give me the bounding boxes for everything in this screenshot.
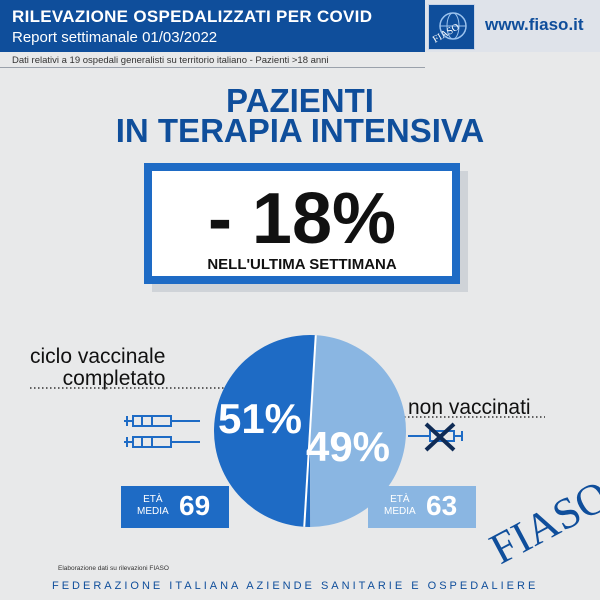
pie-slice-0 xyxy=(214,335,316,527)
syringe-icon xyxy=(124,436,200,448)
fiaso-logo: FIASO xyxy=(428,4,475,50)
label-vaccinated: ciclo vaccinale completato xyxy=(30,346,165,390)
age-label-vaccinated: ETÀ MEDIA xyxy=(137,494,169,518)
pie-divider xyxy=(303,335,317,527)
headline-line2: IN TERAPIA INTENSIVA xyxy=(115,112,485,149)
header-title: RILEVAZIONE OSPEDALIZZATI PER COVID xyxy=(12,7,373,26)
stat-caption: NELL'ULTIMA SETTIMANA xyxy=(207,256,397,273)
site-url[interactable]: www.fiaso.it xyxy=(485,15,584,34)
label-vaccinated-line2: completato xyxy=(62,367,166,390)
pie-value-label-1: 49% xyxy=(306,423,390,470)
header-right: FIASO www.fiaso.it xyxy=(425,0,600,52)
pie-chart: 51%49% xyxy=(214,335,407,527)
age-label-unvaccinated: ETÀ MEDIA xyxy=(384,494,416,518)
divider xyxy=(0,67,425,68)
footer-text: FEDERAZIONE ITALIANA AZIENDE SANITARIE E… xyxy=(52,580,539,592)
context-line: Dati relativi a 19 ospedali generalisti … xyxy=(12,55,329,66)
headline-line1: PAZIENTI xyxy=(226,82,374,119)
age-box-vaccinated: ETÀ MEDIA 69 xyxy=(121,486,229,528)
age-label-unvaccinated-1: ETÀ xyxy=(390,494,410,505)
age-label-vaccinated-1: ETÀ xyxy=(143,494,163,505)
label-unvaccinated: non vaccinati xyxy=(408,396,531,419)
age-value-unvaccinated: 63 xyxy=(426,490,458,521)
pie-slice-1 xyxy=(310,335,407,527)
age-label-unvaccinated-2: MEDIA xyxy=(384,506,416,517)
stat-frame: - 18% NELL'ULTIMA SETTIMANA xyxy=(144,163,460,284)
globe-icon: FIASO xyxy=(431,12,467,46)
age-box-unvaccinated: ETÀ MEDIA 63 xyxy=(368,486,476,528)
header-band: RILEVAZIONE OSPEDALIZZATI PER COVID Repo… xyxy=(0,0,425,52)
crossed-syringe-icon xyxy=(408,422,463,452)
syringe-icon xyxy=(124,415,200,427)
source-note: Elaborazione dati su rilevazioni FIASO xyxy=(58,565,169,572)
label-vaccinated-line1: ciclo vaccinale xyxy=(30,345,166,368)
stat-value: - 18% xyxy=(207,179,397,259)
age-label-vaccinated-2: MEDIA xyxy=(137,506,169,517)
pie-value-label-0: 51% xyxy=(218,395,302,442)
age-value-vaccinated: 69 xyxy=(179,490,211,521)
header-subtitle: Report settimanale 01/03/2022 xyxy=(12,29,218,46)
